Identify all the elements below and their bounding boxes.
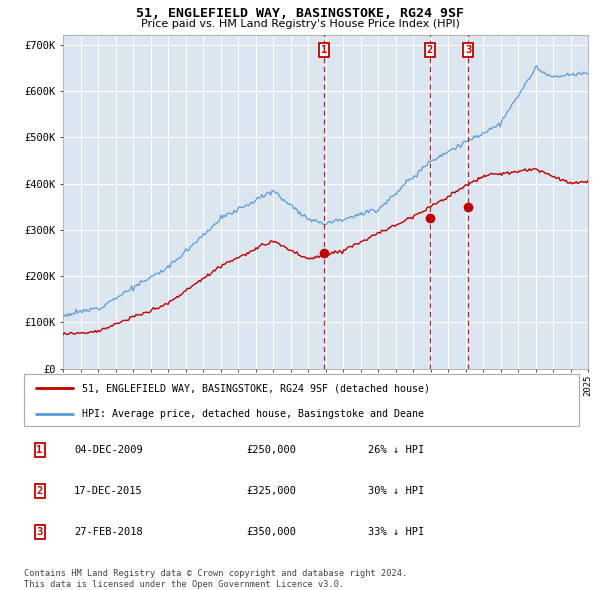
- Text: 33% ↓ HPI: 33% ↓ HPI: [368, 527, 424, 537]
- Text: 51, ENGLEFIELD WAY, BASINGSTOKE, RG24 9SF: 51, ENGLEFIELD WAY, BASINGSTOKE, RG24 9S…: [136, 7, 464, 20]
- Text: 26% ↓ HPI: 26% ↓ HPI: [368, 445, 424, 455]
- Text: Price paid vs. HM Land Registry's House Price Index (HPI): Price paid vs. HM Land Registry's House …: [140, 19, 460, 30]
- Text: 2: 2: [427, 45, 433, 55]
- Text: 3: 3: [37, 527, 43, 537]
- Text: 1: 1: [37, 445, 43, 455]
- Text: 51, ENGLEFIELD WAY, BASINGSTOKE, RG24 9SF (detached house): 51, ENGLEFIELD WAY, BASINGSTOKE, RG24 9S…: [82, 383, 430, 393]
- Text: 30% ↓ HPI: 30% ↓ HPI: [368, 486, 424, 496]
- FancyBboxPatch shape: [24, 374, 579, 426]
- Text: 2: 2: [37, 486, 43, 496]
- Text: 3: 3: [466, 45, 472, 55]
- Text: £325,000: £325,000: [246, 486, 296, 496]
- Text: 27-FEB-2018: 27-FEB-2018: [74, 527, 143, 537]
- Text: 04-DEC-2009: 04-DEC-2009: [74, 445, 143, 455]
- Text: 17-DEC-2015: 17-DEC-2015: [74, 486, 143, 496]
- Text: £250,000: £250,000: [246, 445, 296, 455]
- Text: HPI: Average price, detached house, Basingstoke and Deane: HPI: Average price, detached house, Basi…: [82, 409, 424, 419]
- Text: Contains HM Land Registry data © Crown copyright and database right 2024.
This d: Contains HM Land Registry data © Crown c…: [24, 569, 407, 589]
- Text: £350,000: £350,000: [246, 527, 296, 537]
- Text: 1: 1: [321, 45, 327, 55]
